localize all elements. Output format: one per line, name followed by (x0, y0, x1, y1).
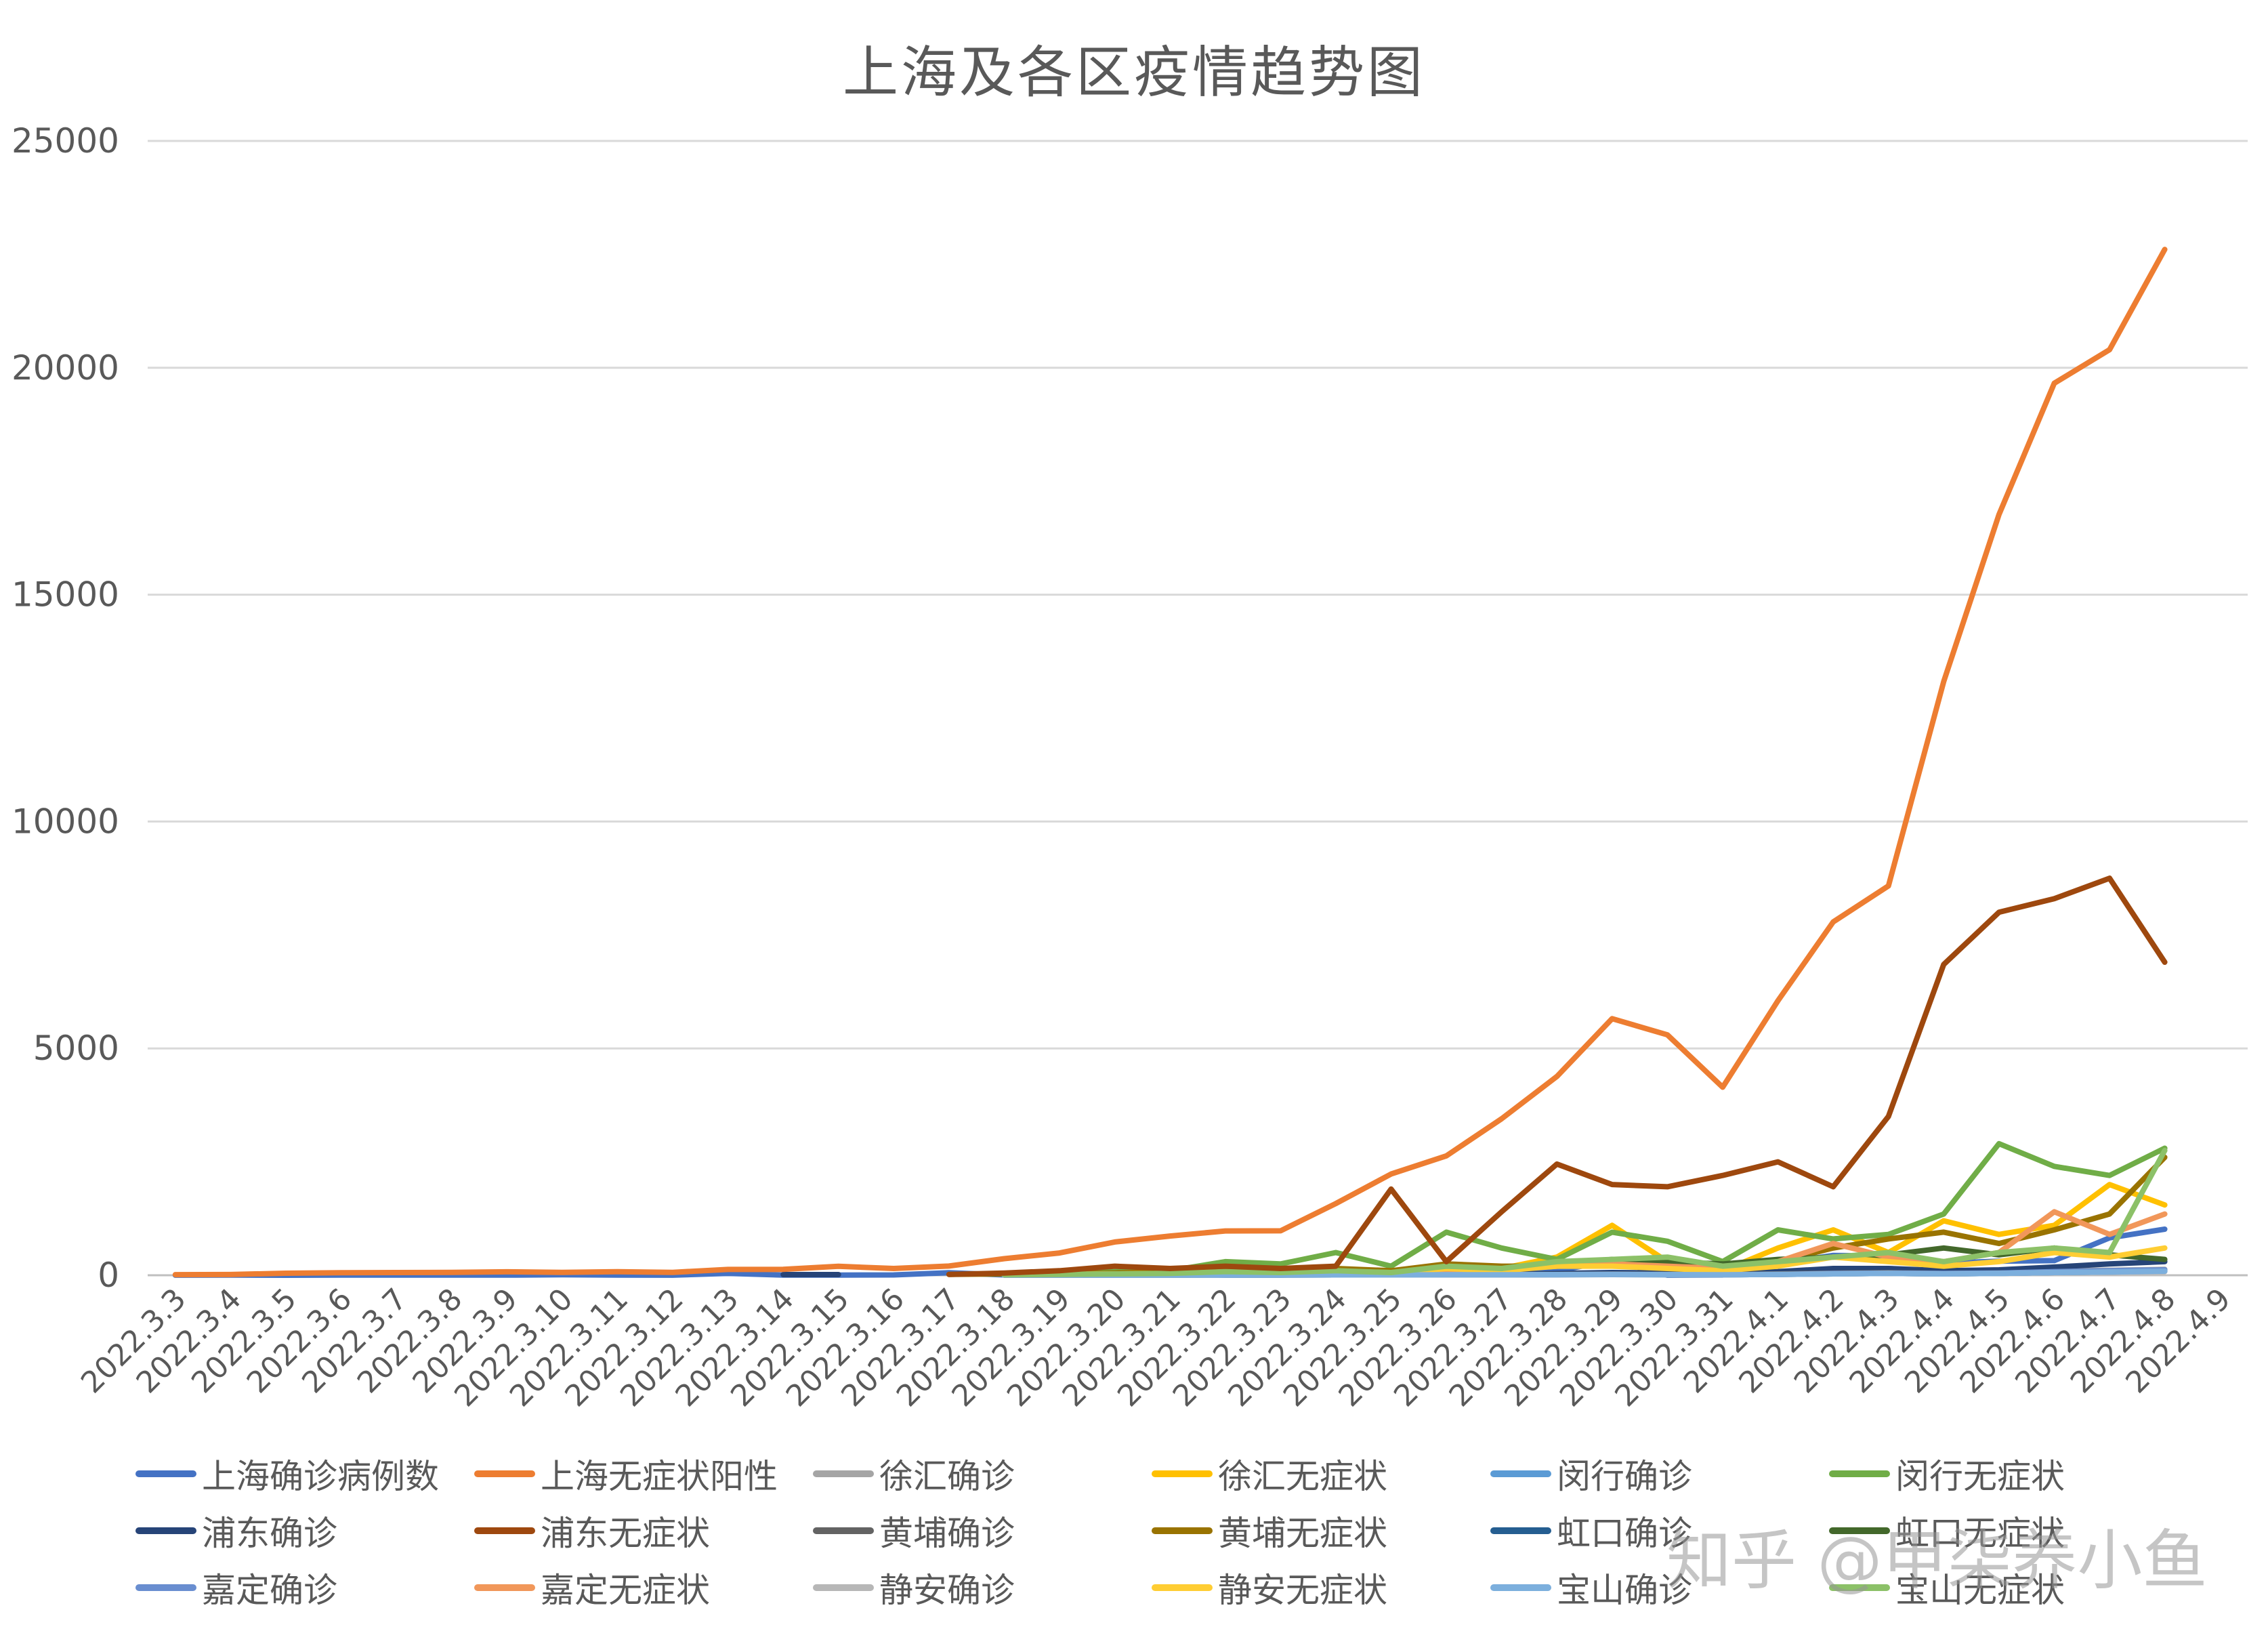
series-line-18 (1001, 1147, 2168, 1278)
legend-label: 嘉定无症状 (541, 1571, 710, 1610)
legend-swatch (135, 1470, 196, 1477)
legend-item: 静安确诊 (813, 1564, 1015, 1611)
legend-swatch (1152, 1470, 1213, 1477)
legend-item: 嘉定无症状 (474, 1564, 710, 1611)
legend-swatch (1490, 1527, 1551, 1534)
legend-label: 宝山确诊 (1557, 1571, 1692, 1610)
legend-swatch (1152, 1584, 1213, 1591)
legend-item: 徐汇无症状 (1152, 1450, 1387, 1498)
legend-item: 宝山无症状 (1829, 1564, 2065, 1611)
series-line-2 (172, 247, 2168, 1278)
legend-item: 黄埔无症状 (1152, 1507, 1387, 1554)
legend-swatch (474, 1584, 535, 1591)
legend-swatch (1152, 1527, 1213, 1534)
legend-swatch (813, 1584, 874, 1591)
legend-label: 虹口确诊 (1557, 1514, 1692, 1553)
legend-item: 浦东确诊 (135, 1507, 337, 1554)
legend-label: 静安确诊 (879, 1571, 1015, 1610)
legend-label: 浦东确诊 (202, 1514, 337, 1553)
y-tick-label: 20000 (12, 348, 119, 388)
chart-title: 上海及各区疫情趋势图 (842, 41, 1425, 105)
legend-item: 闵行确诊 (1490, 1450, 1692, 1498)
legend-label: 上海无症状阳性 (541, 1457, 778, 1496)
legend-item: 宝山确诊 (1490, 1564, 1692, 1611)
legend-label: 静安无症状 (1218, 1571, 1387, 1610)
legend-label: 闵行确诊 (1557, 1457, 1692, 1496)
legend-item: 虹口无症状 (1829, 1507, 2065, 1554)
legend-label: 宝山无症状 (1895, 1571, 2065, 1610)
y-tick-label: 25000 (12, 121, 119, 161)
legend-label: 虹口无症状 (1895, 1514, 2065, 1553)
y-tick-label: 5000 (33, 1029, 119, 1068)
legend-item: 嘉定确诊 (135, 1564, 337, 1611)
y-tick-label: 10000 (12, 802, 119, 841)
legend-item: 上海确诊病例数 (135, 1450, 439, 1498)
legend-item: 静安无症状 (1152, 1564, 1387, 1611)
y-axis-ticks: 0 5000 10000 15000 20000 25000 (12, 121, 119, 1295)
legend-swatch (135, 1584, 196, 1591)
legend-swatch (474, 1527, 535, 1534)
legend-label: 徐汇无症状 (1218, 1457, 1387, 1496)
legend-item: 上海无症状阳性 (474, 1450, 778, 1498)
gridlines (148, 140, 2248, 1277)
y-tick-label: 0 (98, 1256, 119, 1295)
legend-swatch (813, 1527, 874, 1534)
legend-swatch (1829, 1584, 1890, 1591)
legend-item: 虹口确诊 (1490, 1507, 1692, 1554)
watermark: 知乎 @甲柒养小鱼 (1666, 1523, 2208, 1598)
legend-swatch (1490, 1470, 1551, 1477)
legend-swatch (1490, 1584, 1551, 1591)
series-line-8 (946, 875, 2168, 1277)
legend-label: 徐汇确诊 (879, 1457, 1015, 1496)
legend-label: 黄埔确诊 (879, 1514, 1015, 1553)
legend-label: 嘉定确诊 (202, 1571, 337, 1610)
legend-swatch (135, 1527, 196, 1534)
series-lines (172, 247, 2168, 1278)
legend-swatch (813, 1470, 874, 1477)
legend-label: 上海确诊病例数 (202, 1457, 439, 1496)
legend-swatch (1829, 1527, 1890, 1534)
legend-label: 黄埔无症状 (1218, 1514, 1387, 1553)
legend-item: 浦东无症状 (474, 1507, 710, 1554)
legend-swatch (474, 1470, 535, 1477)
y-tick-label: 15000 (12, 575, 119, 615)
legend-item: 徐汇确诊 (813, 1450, 1015, 1498)
legend-label: 浦东无症状 (541, 1514, 710, 1553)
legend-swatch (1829, 1470, 1890, 1477)
legend-item: 闵行无症状 (1829, 1450, 2065, 1498)
x-axis-ticks: 2022.3.32022.3.42022.3.52022.3.62022.3.7… (75, 1282, 2238, 1413)
legend-label: 闵行无症状 (1895, 1457, 2065, 1496)
legend-item: 黄埔确诊 (813, 1507, 1015, 1554)
